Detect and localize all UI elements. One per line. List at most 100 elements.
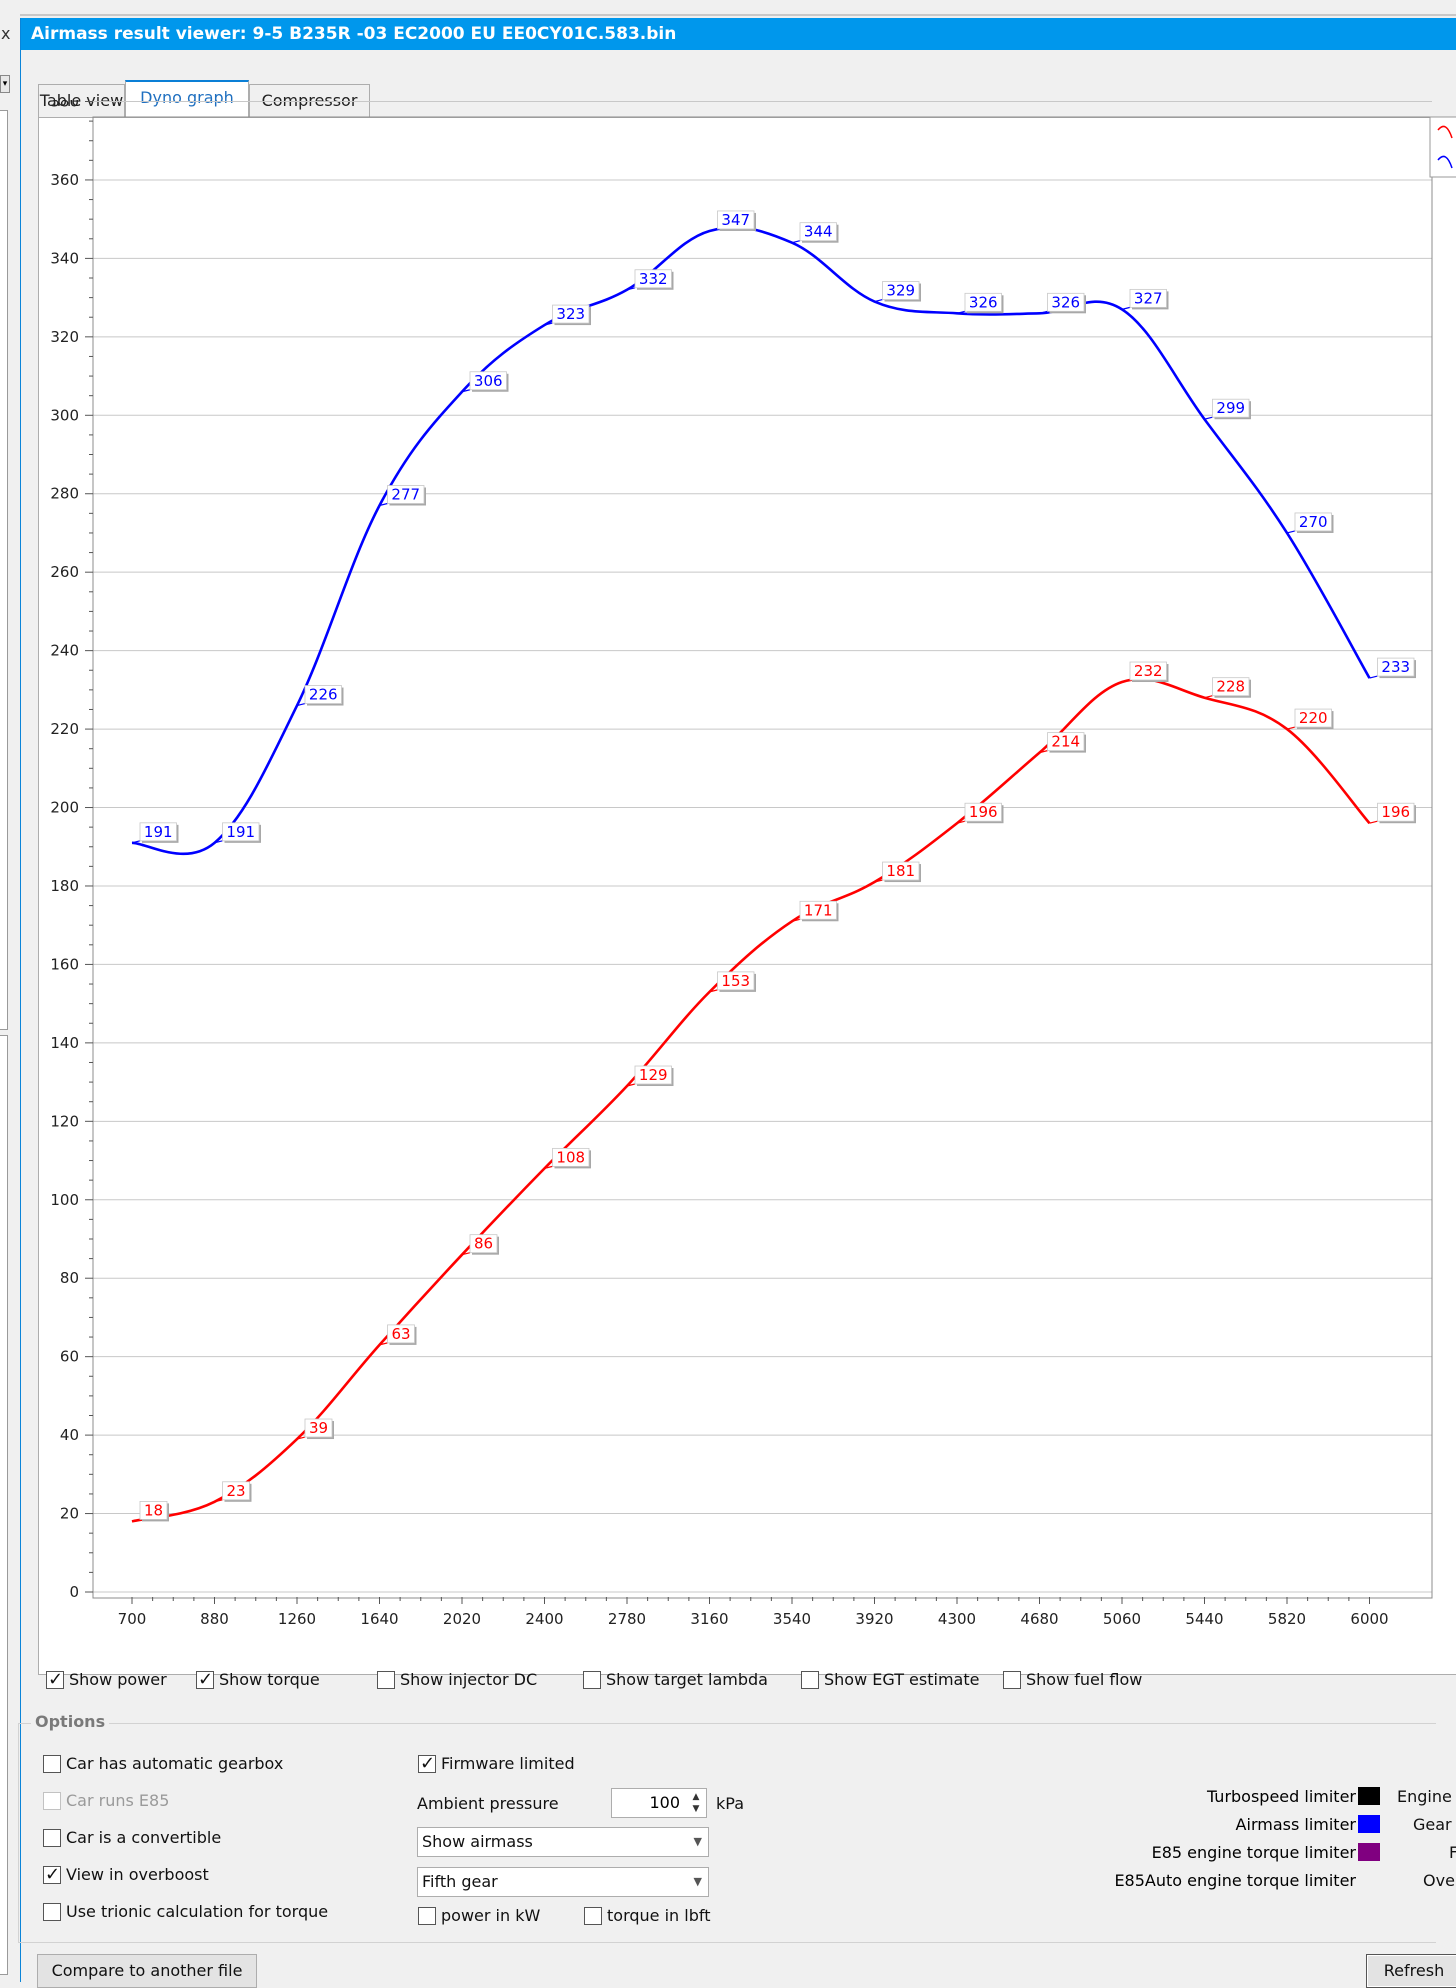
checkbox[interactable] <box>418 1906 436 1925</box>
x-tick-label: 2400 <box>525 1610 563 1628</box>
checkbox[interactable] <box>584 1906 602 1925</box>
checkbox[interactable] <box>43 1828 61 1847</box>
gear-torque-limiter-label: Gear t <box>1413 1815 1456 1834</box>
data-label: 191 <box>131 822 179 844</box>
refresh-button[interactable]: Refresh <box>1366 1954 1456 1988</box>
data-label-text: 326 <box>1051 293 1080 311</box>
checkbox[interactable] <box>43 1754 61 1773</box>
data-label-text: 171 <box>804 901 833 919</box>
data-label-box <box>222 1481 250 1501</box>
data-label-box <box>1129 288 1167 308</box>
chevron-down-icon[interactable]: ▼ <box>693 1835 702 1848</box>
data-label-text: 232 <box>1134 662 1163 680</box>
checkbox[interactable] <box>43 1902 61 1921</box>
select-value: Show airmass <box>422 1832 533 1851</box>
spin-buttons[interactable]: ▲ ▼ <box>688 1791 704 1815</box>
ambient-pressure-input[interactable]: 100 ▲ ▼ <box>611 1788 707 1818</box>
left-panel-edge: x ▾ <box>0 0 20 1982</box>
checkbox-label: Show EGT estimate <box>824 1670 980 1689</box>
checkbox[interactable] <box>377 1670 395 1689</box>
show-injector-dc-checkbox[interactable]: Show injector DC <box>377 1670 537 1689</box>
data-label-box <box>1294 708 1332 728</box>
show-fuel-flow-checkbox[interactable]: Show fuel flow <box>1003 1670 1142 1689</box>
checkbox[interactable] <box>46 1669 64 1690</box>
torque-in-lbft-checkbox[interactable]: torque in lbft <box>584 1906 710 1925</box>
data-label-leader <box>1039 310 1048 314</box>
dyno-chart: 0 20 40 60 80 100 120 140 160 180 200 220 240 260 280 3… <box>50 100 1456 1628</box>
data-label-leader <box>131 1518 141 1522</box>
data-label-box <box>1129 661 1167 681</box>
checkbox[interactable] <box>583 1670 601 1689</box>
data-label-leader <box>461 389 471 393</box>
data-label-text: 233 <box>1381 658 1410 676</box>
data-label-leader <box>1204 695 1213 699</box>
chevron-down-icon[interactable]: ▼ <box>693 1875 702 1888</box>
data-label-text: 326 <box>969 293 998 311</box>
checkbox[interactable] <box>43 1864 61 1885</box>
data-label-leader <box>956 310 966 314</box>
y-tick-label: 0 <box>69 1583 79 1601</box>
data-label-text: 220 <box>1299 709 1328 727</box>
data-label-text: 181 <box>886 862 915 880</box>
spin-up-icon[interactable]: ▲ <box>692 1792 700 1802</box>
show-target-lambda-checkbox[interactable]: Show target lambda <box>583 1670 768 1689</box>
y-tick-label: 280 <box>50 485 79 503</box>
x-tick-label: 3160 <box>690 1610 728 1628</box>
close-icon[interactable]: x <box>1 24 11 43</box>
data-label-box <box>552 304 590 324</box>
data-label: 347 <box>709 210 756 232</box>
data-label-box <box>634 1065 672 1085</box>
plot-area-border <box>92 116 1433 1599</box>
data-label-box <box>1377 657 1415 677</box>
data-label-leader <box>1286 530 1296 534</box>
y-tick-label: 120 <box>50 1112 79 1130</box>
data-label: 86 <box>461 1234 499 1256</box>
data-label-text: 344 <box>804 223 833 241</box>
y-tick-label: 260 <box>50 563 79 581</box>
data-label-box <box>139 1500 168 1520</box>
data-label-box <box>1212 677 1250 697</box>
data-label: 18 <box>131 1500 169 1522</box>
show-torque-checkbox[interactable]: Show torque <box>196 1669 320 1690</box>
compare-to-file-button[interactable]: Compare to another file <box>37 1954 257 1988</box>
runs-e85-checkbox: Car runs E85 <box>43 1791 169 1810</box>
checkbox[interactable] <box>1003 1670 1021 1689</box>
checkbox[interactable] <box>801 1670 819 1689</box>
automatic-gearbox-checkbox[interactable]: Car has automatic gearbox <box>43 1754 283 1773</box>
data-label: 23 <box>214 1481 252 1503</box>
data-label-text: 277 <box>391 486 420 504</box>
view-mode-select[interactable]: Show airmass ▼ <box>417 1827 709 1857</box>
y-tick-label: 100 <box>50 1191 79 1209</box>
y-tick-label: 140 <box>50 1034 79 1052</box>
trionic-torque-checkbox[interactable]: Use trionic calculation for torque <box>43 1902 328 1921</box>
data-label-leader <box>1204 416 1213 420</box>
data-label-leader <box>379 502 388 507</box>
data-label-text: 196 <box>969 803 998 821</box>
firmware-limited-checkbox[interactable]: Firmware limited <box>418 1753 575 1774</box>
x-tick-label: 2780 <box>608 1610 646 1628</box>
data-label-leader <box>791 918 801 922</box>
data-label-box <box>964 802 1002 822</box>
data-label-box <box>469 371 507 391</box>
x-tick-label: 5820 <box>1268 1610 1306 1628</box>
data-label-leader <box>709 989 718 993</box>
data-label-leader <box>626 287 636 291</box>
data-label-box <box>882 861 920 881</box>
ambient-pressure-value: 100 <box>649 1793 680 1812</box>
y-tick-label: 40 <box>60 1426 79 1444</box>
show-egt-estimate-checkbox[interactable]: Show EGT estimate <box>801 1670 979 1689</box>
x-tick-label: 1260 <box>278 1610 316 1628</box>
gear-select[interactable]: Fifth gear ▼ <box>417 1867 709 1897</box>
convertible-checkbox[interactable]: Car is a convertible <box>43 1828 221 1847</box>
checkbox[interactable] <box>418 1753 436 1774</box>
x-tick-label: 1640 <box>360 1610 398 1628</box>
power-in-kw-checkbox[interactable]: power in kW <box>418 1906 540 1925</box>
airmass-limiter-label: Airmass limiter <box>1235 1815 1356 1834</box>
tab-table-view[interactable]: Table view <box>38 84 125 118</box>
checkbox[interactable] <box>196 1669 214 1690</box>
x-tick-label: 3540 <box>773 1610 811 1628</box>
chevron-down-icon[interactable]: ▾ <box>0 75 10 93</box>
spin-down-icon[interactable]: ▼ <box>692 1804 700 1814</box>
show-power-checkbox[interactable]: Show power <box>46 1669 167 1690</box>
view-in-overboost-checkbox[interactable]: View in overboost <box>43 1864 209 1885</box>
